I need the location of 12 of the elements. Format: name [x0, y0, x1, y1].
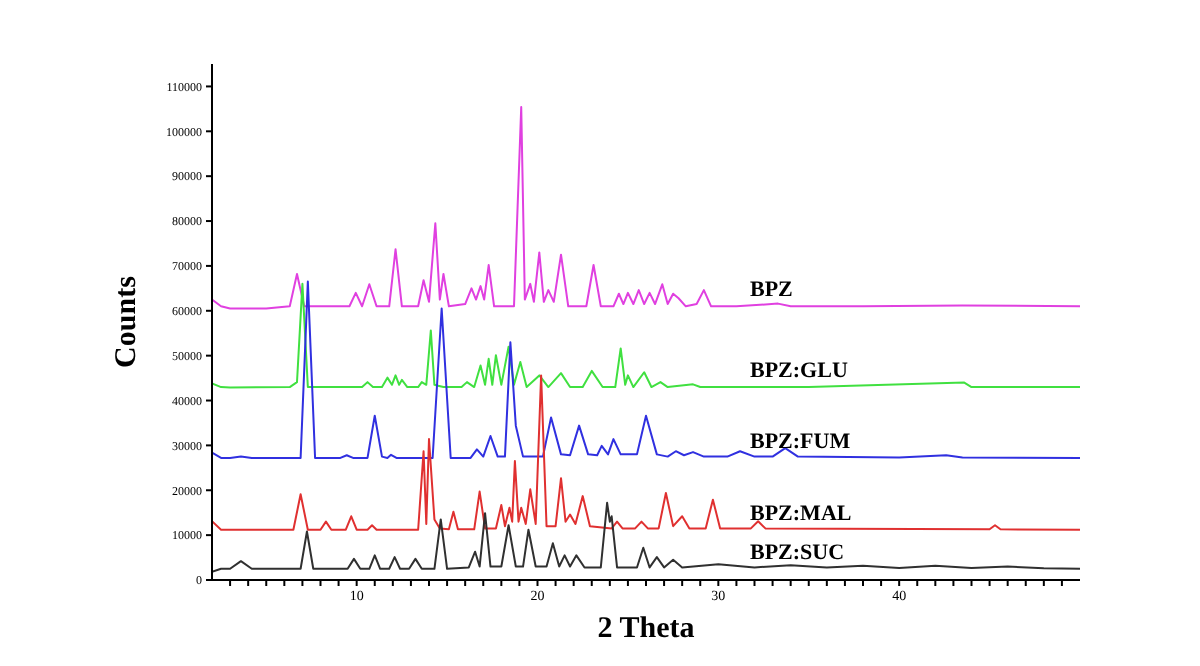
line-series [212, 282, 1080, 389]
x-axis-title: 2 Theta [597, 613, 696, 646]
y-axis-title: Counts [110, 275, 143, 368]
series-label: BPZ [750, 278, 793, 303]
series-label: BPZ:SUC [750, 540, 845, 565]
series-label: BPZ:MAL [750, 501, 852, 526]
line-series [212, 501, 1080, 573]
series-label: BPZ:FUM [750, 429, 852, 454]
line-series [212, 374, 1080, 531]
line-series [212, 280, 1080, 459]
line-series [212, 106, 1080, 310]
series-label: BPZ:GLU [750, 359, 848, 384]
